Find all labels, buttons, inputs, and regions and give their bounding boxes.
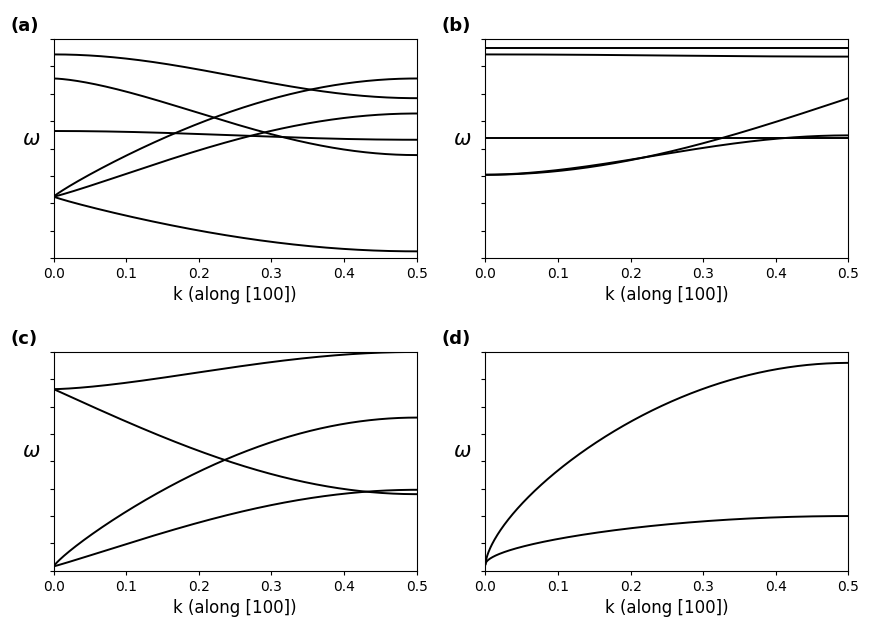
X-axis label: k (along [100]): k (along [100]): [605, 599, 729, 618]
Y-axis label: $\omega$: $\omega$: [22, 441, 40, 462]
Text: (a): (a): [11, 16, 39, 35]
Text: (d): (d): [442, 330, 471, 347]
Text: (b): (b): [442, 16, 471, 35]
Text: (c): (c): [11, 330, 38, 347]
Y-axis label: $\omega$: $\omega$: [453, 441, 472, 462]
X-axis label: k (along [100]): k (along [100]): [605, 287, 729, 304]
X-axis label: k (along [100]): k (along [100]): [173, 287, 297, 304]
Y-axis label: $\omega$: $\omega$: [453, 129, 472, 148]
X-axis label: k (along [100]): k (along [100]): [173, 599, 297, 618]
Y-axis label: $\omega$: $\omega$: [22, 129, 40, 148]
